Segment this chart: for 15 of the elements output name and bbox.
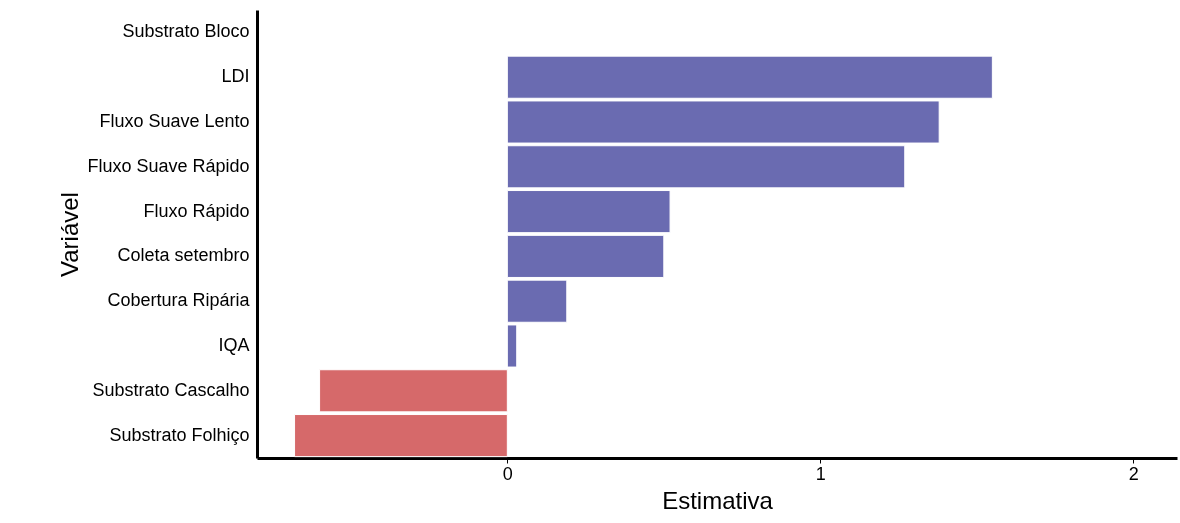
x-tick-label: 0 — [502, 463, 513, 484]
x-axis-title: Estimativa — [662, 486, 774, 514]
y-tick-label: LDI — [221, 66, 250, 87]
y-tick-label: Substrato Cascalho — [92, 379, 250, 400]
y-tick-label: Fluxo Suave Lento — [99, 111, 250, 131]
y-tick-label: Substrato Bloco — [122, 21, 250, 42]
y-tick-label: Cobertura Ripária — [107, 290, 251, 311]
y-axis-title: Variável — [56, 192, 84, 277]
y-tick-label: Fluxo Suave Rápido — [87, 155, 250, 176]
y-tick-label: Fluxo Rápido — [143, 200, 250, 221]
y-tick-label: Coleta setembro — [117, 245, 250, 266]
y-tick-label: IQA — [218, 335, 250, 355]
y-tick-label: Substrato Folhiço — [109, 424, 250, 445]
x-tick-label: 2 — [1128, 463, 1139, 484]
x-tick-label: 1 — [815, 463, 826, 484]
